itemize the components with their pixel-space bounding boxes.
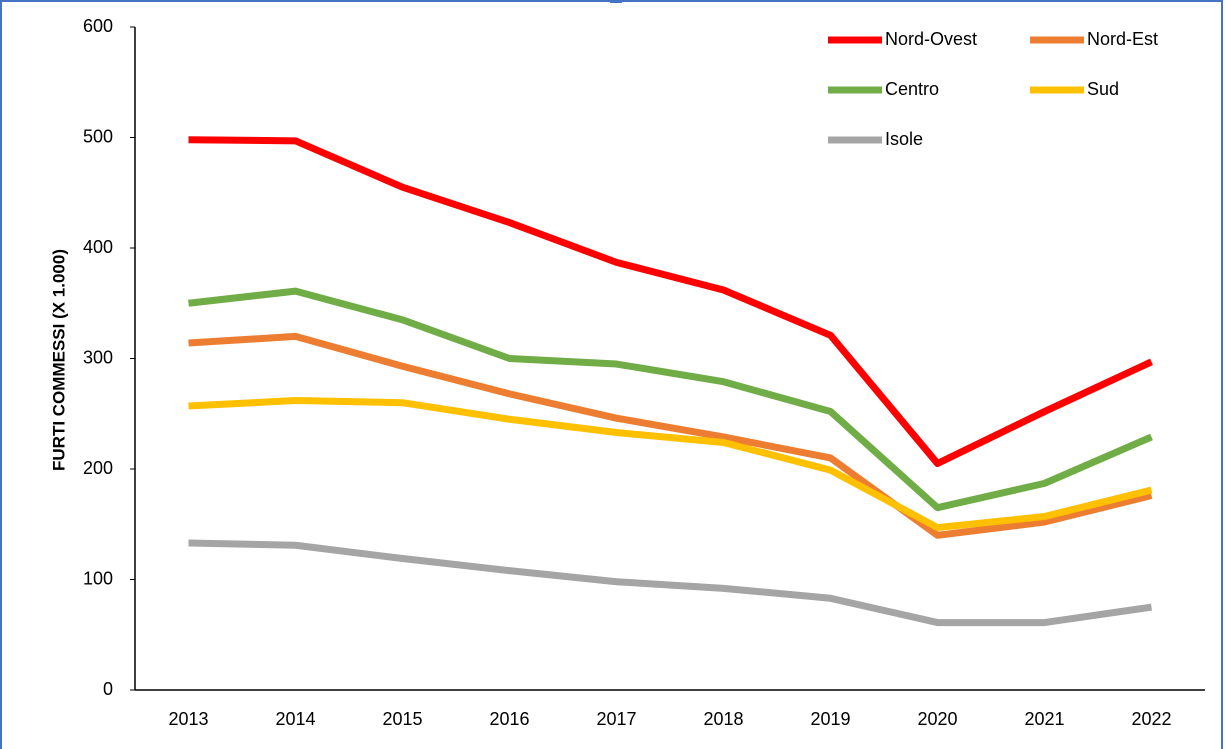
x-tick-label: 2014 <box>275 709 315 729</box>
y-tick-label: 300 <box>83 347 113 367</box>
y-tick-label: 200 <box>83 458 113 478</box>
series-line <box>188 136 1153 467</box>
legend-label: Nord-Est <box>1087 29 1158 49</box>
x-tick-label: 2020 <box>917 709 957 729</box>
legend-label: Isole <box>885 129 923 149</box>
legend-label: Sud <box>1087 79 1119 99</box>
x-tick-label: 2019 <box>810 709 850 729</box>
x-tick-label: 2021 <box>1024 709 1064 729</box>
y-axis-label: FURTI COMMESSI (X 1.000) <box>49 249 68 471</box>
series-line <box>188 287 1153 512</box>
x-tick-label: 2017 <box>596 709 636 729</box>
legend-label: Nord-Ovest <box>885 29 977 49</box>
y-tick-label: 0 <box>103 679 113 699</box>
legend-label: Centro <box>885 79 939 99</box>
series-line <box>188 539 1153 627</box>
y-tick-label: 100 <box>83 568 113 588</box>
y-tick-label: 400 <box>83 237 113 257</box>
x-tick-label: 2016 <box>489 709 529 729</box>
series-line <box>188 396 1153 532</box>
series-line <box>188 332 1153 539</box>
x-tick-label: 2022 <box>1131 709 1171 729</box>
x-tick-label: 2013 <box>168 709 208 729</box>
x-tick-label: 2018 <box>703 709 743 729</box>
y-tick-label: 500 <box>83 126 113 146</box>
x-tick-label: 2015 <box>382 709 422 729</box>
y-tick-label: 600 <box>83 16 113 36</box>
